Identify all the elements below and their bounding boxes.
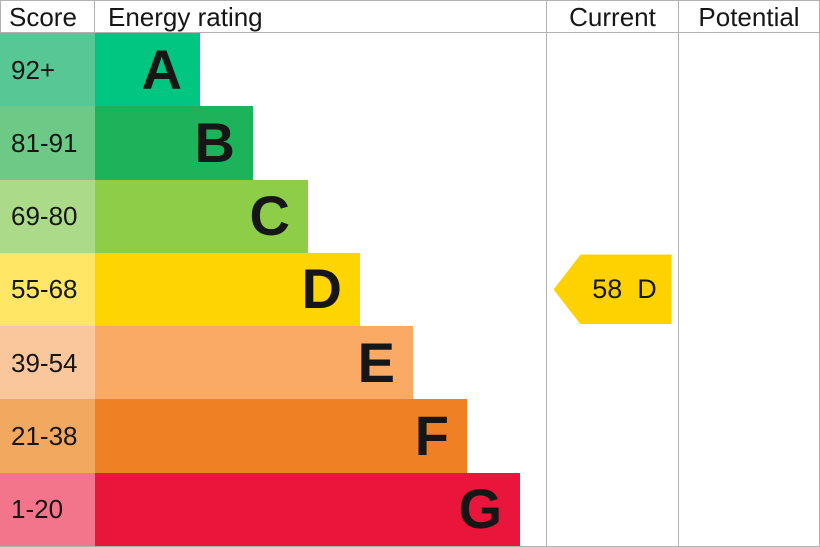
potential-cell-e [679, 326, 820, 400]
current-cell-g [547, 472, 679, 546]
rating-bar-track-a: A [95, 33, 547, 107]
rating-letter-b: B [194, 110, 235, 174]
current-rating-arrow: 58 D [553, 254, 672, 325]
header-current: Current [547, 0, 679, 33]
header-potential-label: Potential [698, 1, 800, 32]
rating-bar-track-f: F [95, 399, 547, 473]
header-potential: Potential [679, 0, 820, 33]
header-energy-rating-label: Energy rating [108, 1, 263, 32]
rating-bar-b: B [95, 106, 253, 180]
score-band-cell-a: 92+ [0, 33, 95, 107]
score-band-label-d: 55-68 [11, 274, 78, 305]
score-band-cell-e: 39-54 [0, 326, 95, 400]
rating-bar-track-e: E [95, 326, 547, 400]
rating-letter-d: D [301, 257, 342, 321]
rating-letter-c: C [249, 184, 290, 248]
header-current-label: Current [569, 1, 656, 32]
potential-cell-g [679, 472, 820, 546]
current-cell-f [547, 399, 679, 473]
rating-bar-track-c: C [95, 179, 547, 253]
score-band-cell-b: 81-91 [0, 106, 95, 180]
current-cell-d: 58 D [547, 252, 679, 327]
rating-letter-e: E [357, 330, 395, 394]
rating-bar-track-d: D [95, 252, 547, 327]
score-band-cell-d: 55-68 [0, 252, 95, 327]
header-energy-rating: Energy rating [95, 0, 547, 33]
header-score-label: Score [9, 1, 77, 32]
rating-bar-f: F [95, 399, 467, 473]
score-band-cell-f: 21-38 [0, 399, 95, 473]
rating-letter-f: F [414, 404, 449, 468]
rating-letter-g: G [458, 477, 502, 541]
header-score: Score [0, 0, 95, 33]
rating-bar-track-b: B [95, 106, 547, 180]
score-band-cell-c: 69-80 [0, 179, 95, 253]
current-cell-e [547, 326, 679, 400]
current-rating-grade: D [637, 273, 657, 304]
score-band-label-c: 69-80 [11, 201, 78, 232]
potential-cell-f [679, 399, 820, 473]
rating-bar-d: D [95, 252, 360, 327]
score-band-cell-g: 1-20 [0, 472, 95, 546]
score-band-label-f: 21-38 [11, 421, 78, 452]
score-band-label-b: 81-91 [11, 127, 78, 158]
current-cell-c [547, 179, 679, 253]
score-band-label-a: 92+ [11, 54, 56, 85]
current-rating-value: 58 [592, 273, 623, 304]
potential-cell-d [679, 252, 820, 327]
potential-cell-c [679, 179, 820, 253]
current-cell-b [547, 106, 679, 180]
rating-bar-g: G [95, 472, 520, 546]
score-band-label-e: 39-54 [11, 347, 78, 378]
potential-cell-a [679, 33, 820, 107]
rating-bar-a: A [95, 33, 200, 107]
rating-letter-a: A [141, 37, 182, 101]
rating-bar-c: C [95, 179, 308, 253]
score-band-label-g: 1-20 [11, 494, 64, 525]
current-cell-a [547, 33, 679, 107]
rating-bar-track-g: G [95, 472, 547, 546]
potential-cell-b [679, 106, 820, 180]
rating-bar-e: E [95, 326, 413, 400]
